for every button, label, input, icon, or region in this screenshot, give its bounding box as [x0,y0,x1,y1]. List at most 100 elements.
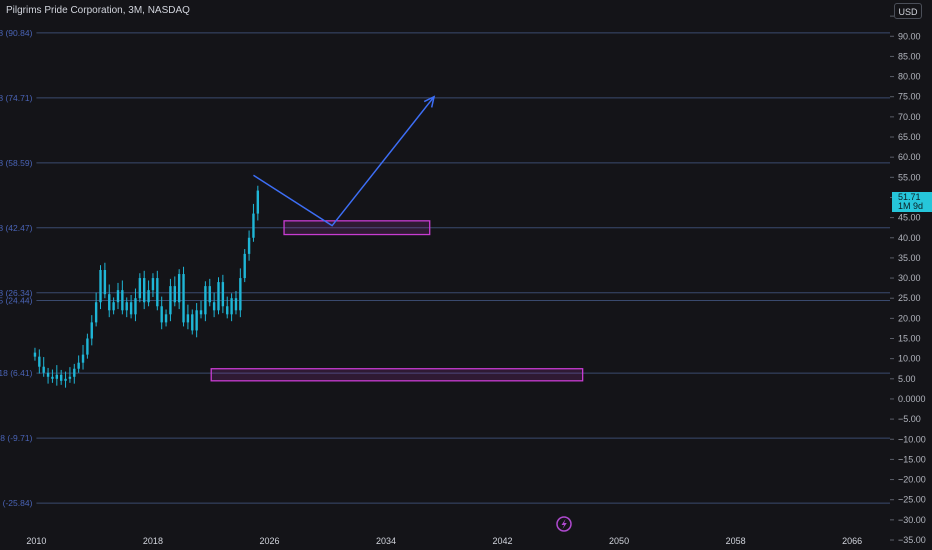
candle-body [42,366,45,373]
time-axis-label: 2058 [726,536,746,546]
candle-body [151,278,155,291]
candle-body [221,282,225,307]
symbol-title: Pilgrims Pride Corporation, 3M, NASDAQ [6,5,190,16]
price-axis-label: −5.00 [898,414,921,424]
fib-level-label: 1.618 (42.47) [0,223,33,233]
candle-body [256,190,260,214]
candle-body [55,374,59,379]
candle-body [59,374,63,381]
tradingview-logo-icon[interactable] [556,516,572,532]
candle-body [90,322,93,339]
time-axis-label: 2010 [26,536,46,546]
candle-body [199,310,203,315]
fib-level-label: 4.618 (90.84) [0,28,33,38]
candle-body [252,213,255,238]
candle-body [125,302,128,311]
candle-body [51,376,54,379]
price-axis-label: −20.00 [898,475,926,485]
candle-body [77,362,80,369]
time-axis-label: 2034 [376,536,396,546]
price-axis-label: 65.00 [898,132,921,142]
price-axis-label: −10.00 [898,434,926,444]
price-axis-label: −15.00 [898,454,926,464]
candle-body [99,270,102,303]
candle-body [173,286,176,303]
price-axis-label: 30.00 [898,273,921,283]
candle-body [186,314,190,323]
price-candles [33,185,260,388]
candle-body [226,306,229,315]
price-axis-label: 5.00 [898,374,916,384]
candle-body [116,290,120,303]
candle-body [177,274,181,303]
price-axis-label: −30.00 [898,515,926,525]
candle-body [147,290,150,303]
price-axis-label: −35.00 [898,535,926,545]
candle-body [182,274,185,323]
candle-body [195,310,198,331]
drawings[interactable] [210,95,584,382]
candle-body [191,314,194,331]
candle-body [138,278,142,299]
last-price-value: 51.71 [898,192,921,202]
candle-body [234,298,238,311]
price-axis-label: 20.00 [898,313,921,323]
time-axis-label: 2018 [143,536,163,546]
candle-body [38,356,41,367]
price-axis-label: 10.00 [898,354,921,364]
candle-body [121,290,124,311]
candle-body [46,372,50,377]
candle-body [68,376,72,379]
price-axis-label: 15.00 [898,334,921,344]
candle-body [86,338,89,355]
fib-level-label: 0.618 (26.34) [0,288,33,298]
candle-body [208,286,211,303]
candle-body [81,354,85,363]
time-axis-label: 2042 [493,536,513,546]
candle-body [33,352,37,357]
candle-body [217,282,220,311]
fib-level-label: 0.5 (24.44) [0,295,33,305]
fib-level-label: -0.618 (6.41) [0,368,33,378]
time-axis[interactable]: 2010 2018 2026 2034 2042 2050 2058 2066 [26,536,862,546]
target-zone-rectangle [283,220,431,236]
candle-body [103,270,107,295]
price-axis-label: 80.00 [898,72,921,82]
fib-level-label: 2.618 (58.59) [0,158,33,168]
price-axis-label: −25.00 [898,495,926,505]
price-axis-label: 45.00 [898,213,921,223]
candle-body [73,368,76,377]
price-axis-label: 60.00 [898,152,921,162]
price-axis[interactable]: 95.0090.0085.0080.0075.0070.0065.0060.00… [890,11,926,545]
price-axis-label: 70.00 [898,112,921,122]
currency-button[interactable]: USD [894,3,922,19]
time-axis-label: 2050 [609,536,629,546]
candle-body [143,278,146,303]
price-axis-label: 0.0000 [898,394,926,404]
price-axis-label: 90.00 [898,31,921,41]
candle-body [239,278,242,311]
candle-body [94,302,98,323]
fibonacci-extension[interactable]: 4.618 (90.84) 3.618 (74.71) 2.618 (58.59) 1… [0,28,890,508]
fib-level-label: -2.618 (-25.84) [0,498,33,508]
time-axis-label: 2026 [259,536,279,546]
projection-path-line [253,96,435,227]
projection-arrowhead [423,95,436,108]
candle-body [129,302,133,315]
candle-body [230,298,233,315]
candle-body [112,302,115,311]
price-axis-label: 25.00 [898,293,921,303]
target-zone-rectangle [210,368,584,382]
candle-body [108,294,111,311]
price-axis-label: 75.00 [898,92,921,102]
last-price-tag: 51.71 1M 9d [892,192,932,212]
candle-body [204,286,207,315]
time-axis-label: 2066 [842,536,862,546]
candle-body [134,298,137,315]
bar-countdown: 1M 9d [898,201,924,211]
candle-body [156,278,159,307]
fib-level-label: -1.618 (-9.71) [0,433,33,443]
candle-body [247,237,251,254]
price-axis-label: 55.00 [898,172,921,182]
